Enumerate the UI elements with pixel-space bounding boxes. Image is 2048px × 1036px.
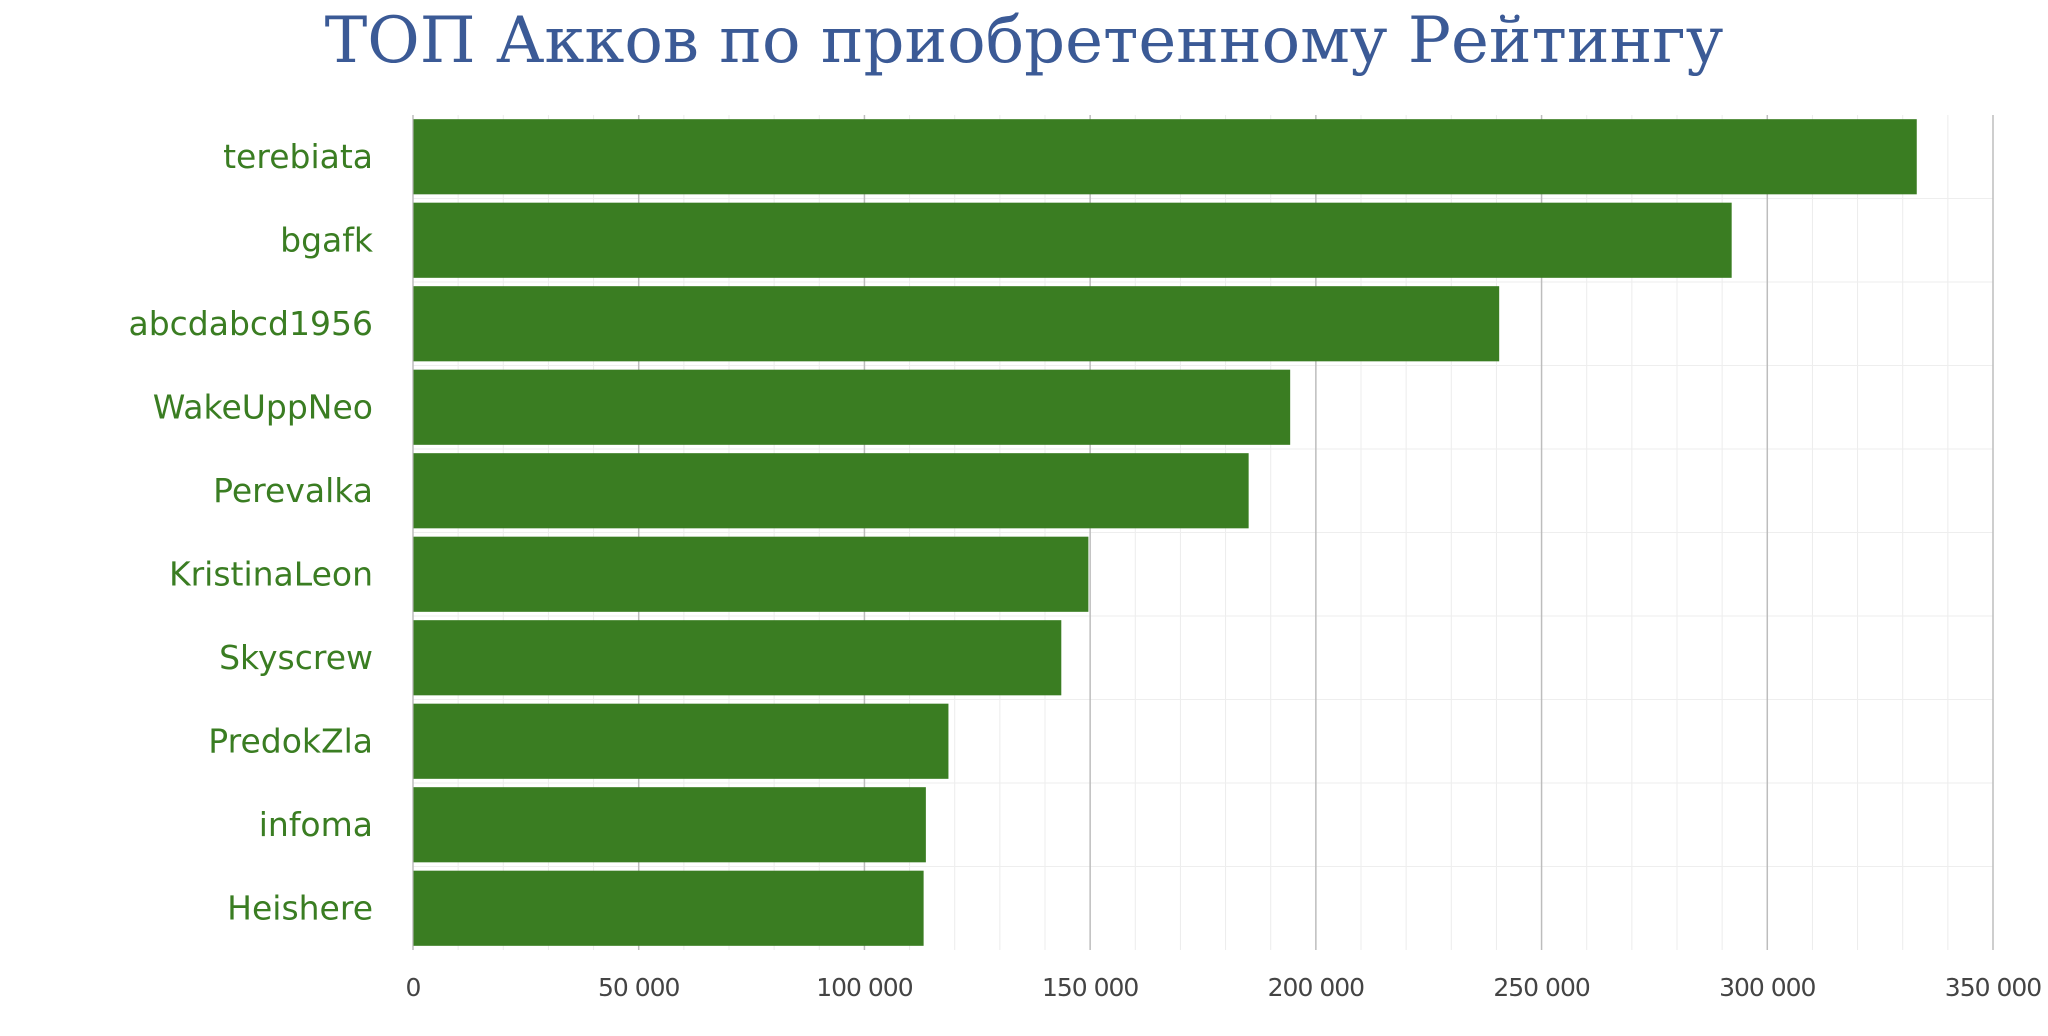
category-label: WakeUppNeo [153,387,373,426]
category-label: Heishere [227,888,373,927]
x-tick-label: 250 000 [1493,973,1589,1002]
bars [413,119,1917,946]
category-label: Skyscrew [219,638,373,677]
bar-Skyscrew [413,620,1062,696]
x-tick-label: 0 [406,973,421,1002]
x-tick-label: 200 000 [1268,973,1364,1002]
bar-WakeUppNeo [413,369,1291,445]
bar-Perevalka [413,453,1249,529]
bar-bgafk [413,202,1732,278]
bar-infoma [413,787,926,863]
category-label: bgafk [280,220,374,259]
x-tick-label: 350 000 [1945,973,2041,1002]
category-label: infoma [259,805,373,844]
bar-abcdabcd1956 [413,286,1500,362]
x-tick-label: 150 000 [1042,973,1138,1002]
category-label: abcdabcd1956 [128,304,373,343]
category-labels: terebiata bgafk abcdabcd1956 WakeUppNeo Pere… [128,137,373,928]
category-label: terebiata [223,137,373,176]
x-axis-tick-labels: 0 50 000 100 000 150 000 200 000 250 000 300 0… [406,973,2043,1002]
bar-KristinaLeon [413,536,1089,612]
x-tick-label: 100 000 [816,973,912,1002]
x-tick-label: 300 000 [1719,973,1815,1002]
chart-title: ТОП Акков по приобретенному Рейтингу [325,4,1724,78]
bar-Heishere [413,870,924,946]
bar-PredokZla [413,703,949,779]
x-tick-label: 50 000 [598,973,680,1002]
category-label: KristinaLeon [169,554,373,593]
category-label: Perevalka [213,471,373,510]
category-label: PredokZla [208,721,373,760]
bar-terebiata [413,119,1917,195]
